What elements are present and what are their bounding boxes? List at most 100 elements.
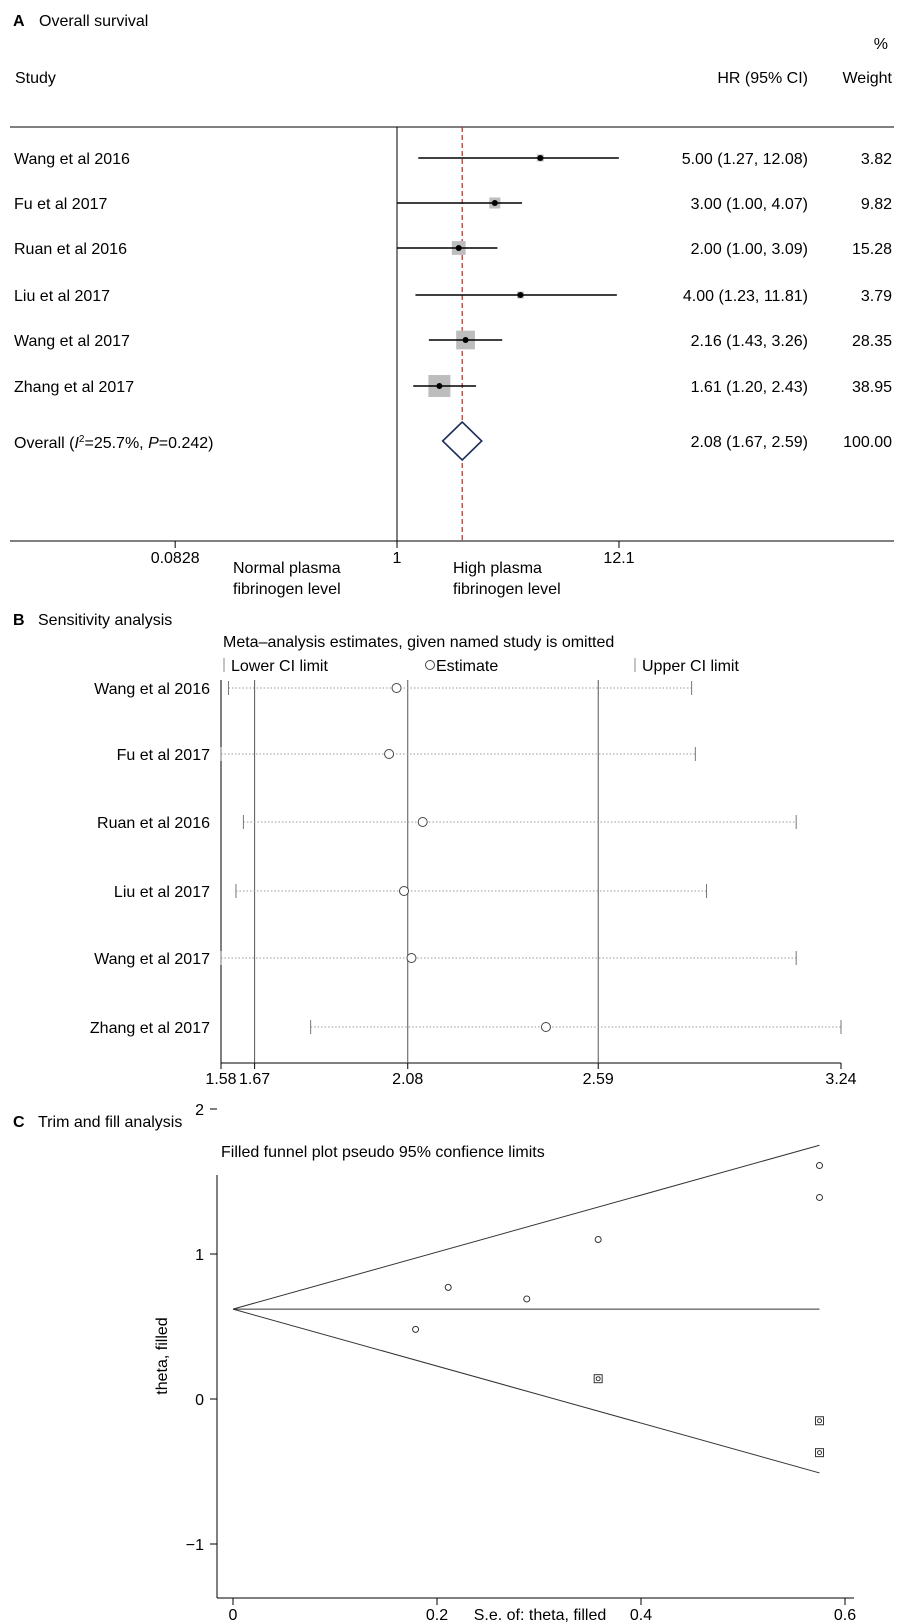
panel-c-title: Trim and fill analysis xyxy=(38,1114,182,1131)
normal-fibrinogen-label-line1: Normal plasma xyxy=(233,560,341,577)
estimate-liu-et-al-2017 xyxy=(399,886,410,896)
legend-lower-label: Lower CI limit xyxy=(231,658,328,675)
sensitivity-legend: Lower CI limit Estimate Upper CI limit xyxy=(223,658,739,675)
forest-rows: Wang et al 2016 5.00 (1.27, 12.08) 3.82 Fu … xyxy=(14,127,892,541)
observed-point-1 xyxy=(444,1283,452,1291)
funnel-limit-lines xyxy=(232,1144,820,1474)
overall-hr-ci: 2.08 (1.67, 2.59) xyxy=(691,434,808,451)
weight-wang-et-al-2017: 28.35 xyxy=(852,333,892,350)
weight-fu-et-al-2017: 9.82 xyxy=(861,196,892,213)
weight-pct-header: % xyxy=(874,36,888,53)
funnel-subtitle: Filled funnel plot pseudo 95% confience … xyxy=(221,1144,545,1161)
omitted-study-label-wang-et-al-2016: Wang et al 2016 xyxy=(94,681,210,698)
omitted-study-label-liu-et-al-2017: Liu et al 2017 xyxy=(114,884,210,901)
normal-fibrinogen-label-line2: fibrinogen level xyxy=(233,581,341,598)
funnel-y-axis-label: theta, filled xyxy=(154,1317,171,1394)
estimate-wang-et-al-2016 xyxy=(391,683,402,693)
filled-point-2 xyxy=(817,1450,822,1456)
funnel-y-tick-label-1: 0 xyxy=(195,1392,204,1409)
point-estimate-fu-et-al-2017 xyxy=(491,200,498,206)
sensitivity-axis-ticks: 1.58 1.67 2.08 2.59 3.24 xyxy=(205,1063,857,1088)
hr-ci-liu-et-al-2017: 4.00 (1.23, 11.81) xyxy=(683,288,808,305)
sensitivity-tick-label-0: 1.58 xyxy=(205,1071,236,1088)
funnel-axis-ticks: 0 0.2 0.4 0.6 −1 0 1 2 xyxy=(186,1102,856,1624)
sensitivity-tick-label-3: 2.59 xyxy=(583,1071,614,1088)
weight-zhang-et-al-2017: 38.95 xyxy=(852,379,892,396)
panel-a: A Overall survival % Study HR (95% CI) W… xyxy=(10,13,894,598)
overall-label: Overall (I2=25.7%, P=0.242) xyxy=(14,434,213,452)
sensitivity-tick-label-1: 1.67 xyxy=(239,1071,270,1088)
hr-ci-zhang-et-al-2017: 1.61 (1.20, 2.43) xyxy=(691,379,808,396)
legend-estimate-marker xyxy=(425,660,435,670)
estimate-zhang-et-al-2017 xyxy=(540,1022,551,1032)
funnel-x-axis-label: S.e. of: theta, filled xyxy=(474,1607,607,1624)
weight-wang-et-al-2016: 3.82 xyxy=(861,151,892,168)
panel-a-title: Overall survival xyxy=(39,13,148,30)
sensitivity-subtitle: Meta–analysis estimates, given named stu… xyxy=(223,634,614,651)
weight-column-header: Weight xyxy=(842,70,892,87)
overall-weight: 100.00 xyxy=(843,434,892,451)
forest-axis-ticks: 0.0828 1 12.1 xyxy=(151,541,635,567)
filled-point-1 xyxy=(817,1418,822,1424)
observed-point-3 xyxy=(594,1236,602,1243)
funnel-y-tick-label-2: 1 xyxy=(195,1247,204,1264)
study-label-fu-et-al-2017: Fu et al 2017 xyxy=(14,196,108,213)
panel-c: C Trim and fill analysis Filled funnel p… xyxy=(13,1102,856,1624)
hr-ci-wang-et-al-2017: 2.16 (1.43, 3.26) xyxy=(691,333,808,350)
omitted-study-label-ruan-et-al-2016: Ruan et al 2016 xyxy=(97,815,210,832)
forest-tick-label-0: 0.0828 xyxy=(151,550,200,567)
point-estimate-liu-et-al-2017 xyxy=(517,292,524,298)
overall-diamond xyxy=(441,420,483,462)
funnel-x-tick-label-1: 0.2 xyxy=(426,1607,448,1624)
sensitivity-reference-lines xyxy=(254,680,599,1063)
study-label-liu-et-al-2017: Liu et al 2017 xyxy=(14,288,110,305)
funnel-y-tick-label-3: 2 xyxy=(195,1102,204,1119)
study-label-ruan-et-al-2016: Ruan et al 2016 xyxy=(14,241,127,258)
hr-ci-ruan-et-al-2016: 2.00 (1.00, 3.09) xyxy=(691,241,808,258)
point-estimate-wang-et-al-2017 xyxy=(462,337,469,343)
legend-upper-label: Upper CI limit xyxy=(642,658,739,675)
observed-point-2 xyxy=(523,1295,531,1303)
sensitivity-tick-label-4: 3.24 xyxy=(825,1071,856,1088)
filled-point-0 xyxy=(595,1376,601,1382)
high-fibrinogen-label-line1: High plasma xyxy=(453,560,542,577)
funnel-x-tick-label-2: 0.4 xyxy=(630,1607,652,1624)
study-label-wang-et-al-2016: Wang et al 2016 xyxy=(14,151,130,168)
study-label-zhang-et-al-2017: Zhang et al 2017 xyxy=(14,379,134,396)
point-estimate-zhang-et-al-2017 xyxy=(436,383,443,389)
observed-point-5 xyxy=(816,1193,823,1201)
high-fibrinogen-label-line2: fibrinogen level xyxy=(453,581,561,598)
observed-point-4 xyxy=(816,1162,823,1170)
study-label-wang-et-al-2017: Wang et al 2017 xyxy=(14,333,130,350)
panel-b-letter: B xyxy=(13,612,25,629)
estimate-ruan-et-al-2016 xyxy=(417,817,428,827)
estimate-wang-et-al-2017 xyxy=(406,953,417,963)
hr-column-header: HR (95% CI) xyxy=(717,70,808,87)
omitted-study-label-wang-et-al-2017: Wang et al 2017 xyxy=(94,951,210,968)
hr-ci-fu-et-al-2017: 3.00 (1.00, 4.07) xyxy=(691,196,808,213)
funnel-upper-limit xyxy=(232,1144,820,1310)
funnel-x-tick-label-3: 0.6 xyxy=(834,1607,856,1624)
panel-c-letter: C xyxy=(13,1114,25,1131)
weight-ruan-et-al-2016: 15.28 xyxy=(852,241,892,258)
panel-b-title: Sensitivity analysis xyxy=(38,612,172,629)
funnel-y-tick-label-0: −1 xyxy=(186,1537,204,1554)
sensitivity-tick-label-2: 2.08 xyxy=(392,1071,423,1088)
sensitivity-rows: Wang et al 2016 Fu et al 2017 Ruan et al 2… xyxy=(90,681,842,1037)
forest-tick-label-1: 1 xyxy=(393,550,402,567)
estimate-fu-et-al-2017 xyxy=(384,749,395,759)
panel-a-letter: A xyxy=(13,13,25,30)
legend-estimate-label: Estimate xyxy=(436,658,498,675)
funnel-x-tick-label-0: 0 xyxy=(229,1607,238,1624)
point-estimate-ruan-et-al-2016 xyxy=(455,245,462,251)
omitted-study-label-zhang-et-al-2017: Zhang et al 2017 xyxy=(90,1020,210,1037)
panel-b: B Sensitivity analysis Meta–analysis est… xyxy=(13,612,857,1088)
study-column-header: Study xyxy=(15,70,56,87)
point-estimate-wang-et-al-2016 xyxy=(537,155,544,161)
omitted-study-label-fu-et-al-2017: Fu et al 2017 xyxy=(117,747,211,764)
observed-point-0 xyxy=(412,1325,420,1333)
funnel-lower-limit xyxy=(232,1308,820,1474)
weight-liu-et-al-2017: 3.79 xyxy=(861,288,892,305)
forest-tick-label-2: 12.1 xyxy=(603,550,634,567)
